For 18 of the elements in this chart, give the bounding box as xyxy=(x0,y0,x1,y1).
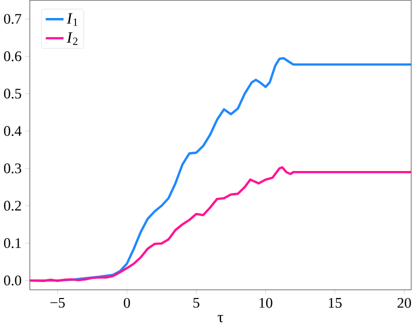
y-tick-label: 0.0 xyxy=(4,276,22,286)
x-axis-title: τ xyxy=(218,315,224,322)
y-tick-label: 0.1 xyxy=(4,238,21,248)
legend-label: I$_{2}$ xyxy=(66,32,78,45)
y-tick-label: 0.2 xyxy=(4,200,21,211)
y-tick-label: 0.3 xyxy=(4,164,22,174)
x-tick-label: 20 xyxy=(398,298,411,308)
x-tick-label: 0 xyxy=(124,298,130,308)
line-series xyxy=(30,166,412,282)
x-tick-label: 5 xyxy=(193,298,200,308)
y-tick-label: 0.4 xyxy=(4,126,22,136)
legend-label: I$_{1}$ xyxy=(66,13,78,26)
y-tick-label: 0.6 xyxy=(4,51,22,62)
x-tick-label: −5 xyxy=(50,298,65,308)
y-tick-label: 0.5 xyxy=(4,88,22,99)
x-tick-label: 10 xyxy=(260,298,272,308)
x-tick-label: 15 xyxy=(328,298,342,308)
y-tick-label: 0.7 xyxy=(4,14,22,24)
